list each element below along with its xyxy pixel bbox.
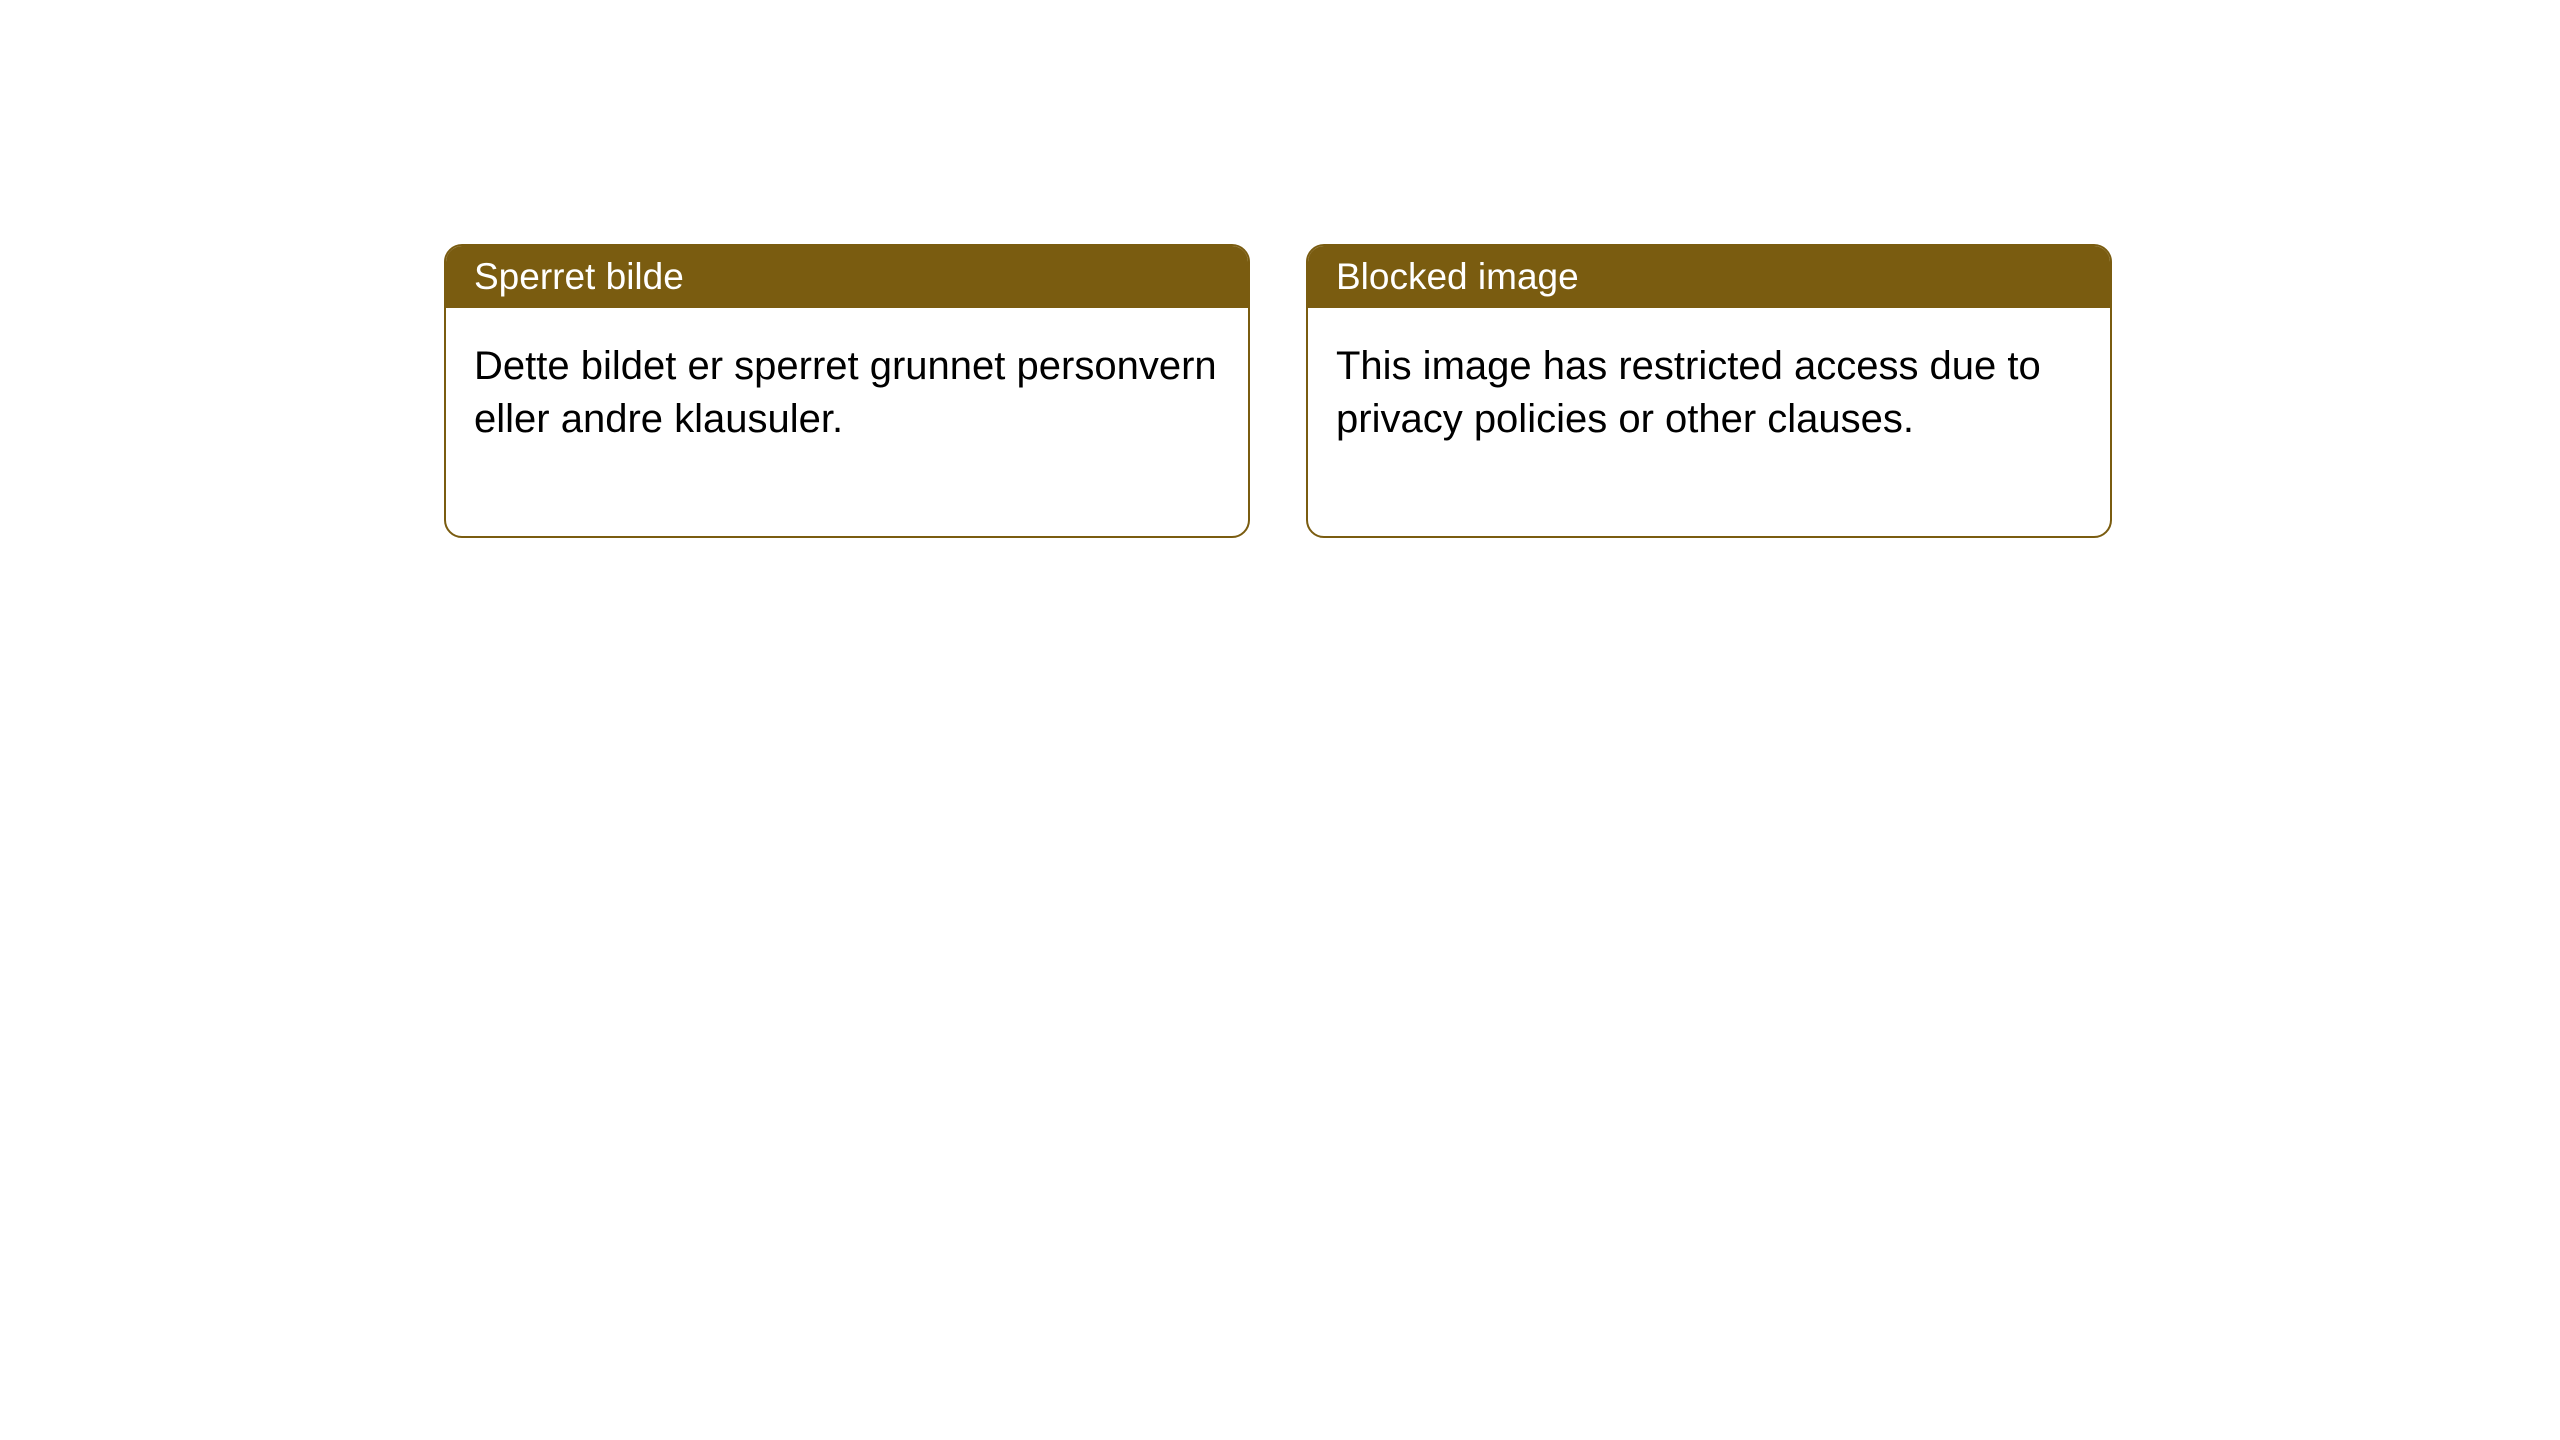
- notice-title: Sperret bilde: [446, 246, 1248, 308]
- notice-card-norwegian: Sperret bilde Dette bildet er sperret gr…: [444, 244, 1250, 538]
- notice-title: Blocked image: [1308, 246, 2110, 308]
- notice-card-english: Blocked image This image has restricted …: [1306, 244, 2112, 538]
- notice-body: This image has restricted access due to …: [1308, 308, 2110, 536]
- notice-body: Dette bildet er sperret grunnet personve…: [446, 308, 1248, 536]
- notice-container: Sperret bilde Dette bildet er sperret gr…: [444, 244, 2112, 538]
